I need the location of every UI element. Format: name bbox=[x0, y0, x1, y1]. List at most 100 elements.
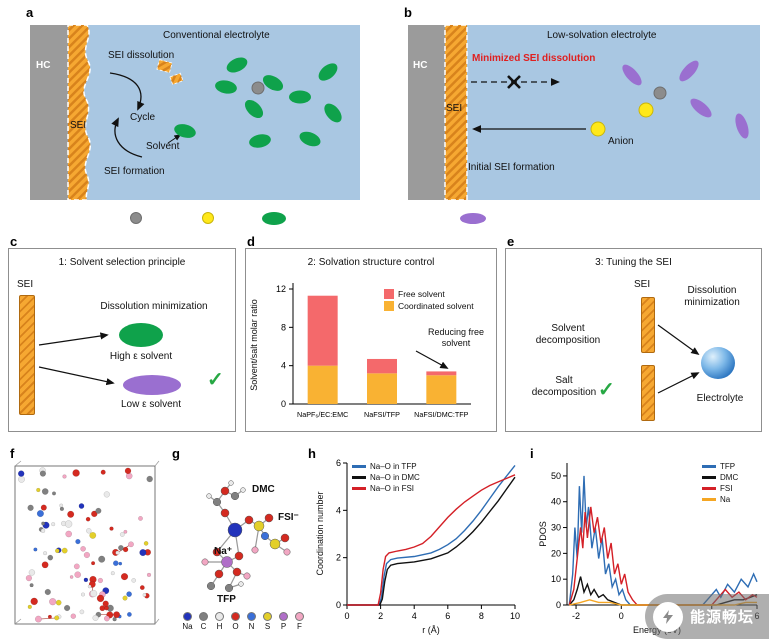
atom-symbol-label: S bbox=[264, 622, 271, 631]
atom bbox=[33, 547, 38, 552]
panel-f-simulation-box bbox=[14, 460, 160, 625]
cycle-arrow-down bbox=[109, 72, 145, 111]
atom bbox=[27, 504, 34, 511]
atom bbox=[143, 541, 149, 546]
panel-i-letter: i bbox=[530, 446, 534, 461]
atom bbox=[91, 510, 98, 518]
na-ion-legend-swatch bbox=[130, 212, 142, 224]
atom bbox=[100, 469, 106, 475]
salt-derived-sei-bar bbox=[641, 365, 655, 421]
atom bbox=[103, 491, 110, 498]
y-tick-label: 10 bbox=[551, 574, 561, 584]
atom bbox=[41, 561, 49, 569]
atom-O bbox=[214, 569, 224, 579]
panel-c-letter: c bbox=[10, 234, 18, 249]
atom-O bbox=[264, 513, 274, 523]
atom bbox=[126, 591, 132, 597]
atom-Na bbox=[227, 522, 243, 538]
atom bbox=[80, 592, 85, 597]
atom-C bbox=[224, 583, 234, 593]
atom-O bbox=[280, 533, 290, 543]
sei-label: SEI bbox=[17, 279, 34, 290]
bar-segment bbox=[307, 365, 338, 404]
legend-entry: Free solvent bbox=[384, 289, 474, 299]
panel-g-letter: g bbox=[172, 446, 180, 461]
atom-O bbox=[212, 547, 222, 557]
atom bbox=[54, 615, 60, 621]
sei-layer bbox=[444, 25, 468, 200]
x-tick-label: 4 bbox=[412, 611, 417, 621]
anion-legend-swatch bbox=[202, 212, 214, 224]
x-tick-label: 0 bbox=[344, 611, 349, 621]
coordination-chart-legend: Na–O in TFP Na–O in DMC Na–O in FSI bbox=[352, 462, 420, 495]
panel-f-letter: f bbox=[10, 446, 15, 461]
atom-legend-item: C bbox=[196, 612, 211, 631]
atom bbox=[70, 613, 76, 619]
legend-entry: FSI bbox=[702, 484, 738, 493]
panel-a-graphic bbox=[30, 25, 360, 200]
atom bbox=[123, 529, 128, 534]
electrolyte-label: Electrolyte bbox=[696, 393, 744, 404]
atom bbox=[36, 510, 44, 518]
atom-dot bbox=[279, 612, 288, 621]
legend-entry: Coordinated solvent bbox=[384, 301, 474, 311]
atom bbox=[127, 611, 132, 617]
hc-electrode-block bbox=[30, 25, 68, 200]
atom-C bbox=[206, 581, 216, 591]
atom bbox=[73, 563, 80, 570]
atom bbox=[120, 572, 129, 581]
atom bbox=[36, 487, 41, 493]
atom bbox=[146, 475, 153, 483]
coordinated-solvent-swatch bbox=[384, 301, 394, 311]
atom-F bbox=[251, 546, 259, 554]
atom-N bbox=[260, 531, 270, 541]
coordination-number-chart: 0 2 4 6 8 10 0 2 4 6 bbox=[336, 458, 520, 621]
panel-d-box: 2: Solvation structure control 0 4 8 12 NaPF… bbox=[245, 248, 497, 432]
atom-symbol-label: F bbox=[297, 622, 302, 631]
atom-dot bbox=[183, 612, 192, 621]
low-e-solvent-molecules bbox=[622, 60, 749, 139]
x-tick-label: 0 bbox=[619, 611, 624, 621]
solvent-pointer-arrow bbox=[167, 134, 182, 144]
atom bbox=[55, 599, 62, 606]
atom bbox=[124, 467, 132, 475]
atom bbox=[17, 470, 25, 477]
reducing-free-solvent-arrow bbox=[415, 350, 449, 369]
atom-H bbox=[240, 487, 246, 493]
atom bbox=[72, 469, 80, 477]
sei-formation-label: SEI formation bbox=[104, 166, 165, 177]
x-tick-label: 8 bbox=[479, 611, 484, 621]
cycle-arrow-up bbox=[111, 117, 143, 158]
atom-H bbox=[238, 581, 244, 587]
panel-a-letter: a bbox=[26, 5, 34, 20]
salt-decomposition-label: Salt decomposition bbox=[531, 375, 597, 398]
atom bbox=[128, 541, 134, 548]
atom bbox=[89, 532, 97, 539]
atom bbox=[61, 547, 68, 554]
legend-label: Na–O in DMC bbox=[370, 473, 420, 482]
anion-label: Anion bbox=[608, 136, 634, 147]
atom-symbol-label: N bbox=[248, 622, 255, 631]
atom bbox=[89, 589, 98, 598]
atom bbox=[98, 555, 106, 563]
low-e-solvent-label: Low ε solvent bbox=[120, 399, 182, 410]
atom bbox=[122, 546, 129, 553]
atom bbox=[92, 614, 99, 621]
y-tick-label: 30 bbox=[551, 523, 561, 533]
atom bbox=[79, 609, 85, 615]
atom bbox=[110, 571, 115, 576]
arrow-to-low-e bbox=[38, 366, 115, 386]
na-ion-label: Na⁺ bbox=[214, 546, 233, 557]
atom-symbol-label: H bbox=[216, 622, 223, 631]
solvent-label: Solvent bbox=[146, 141, 180, 152]
cycle-label: Cycle bbox=[130, 112, 156, 123]
legend-line-swatch bbox=[702, 465, 716, 468]
atom bbox=[95, 507, 102, 514]
panel-c-box: 1: Solvent selection principle SEI Disso… bbox=[8, 248, 236, 432]
atom bbox=[119, 532, 125, 537]
atom bbox=[49, 598, 57, 606]
atom-O bbox=[232, 567, 242, 577]
dmc-molecule-label: DMC bbox=[252, 484, 275, 495]
legend-label: Na–O in TFP bbox=[370, 462, 417, 471]
atom bbox=[118, 561, 123, 566]
